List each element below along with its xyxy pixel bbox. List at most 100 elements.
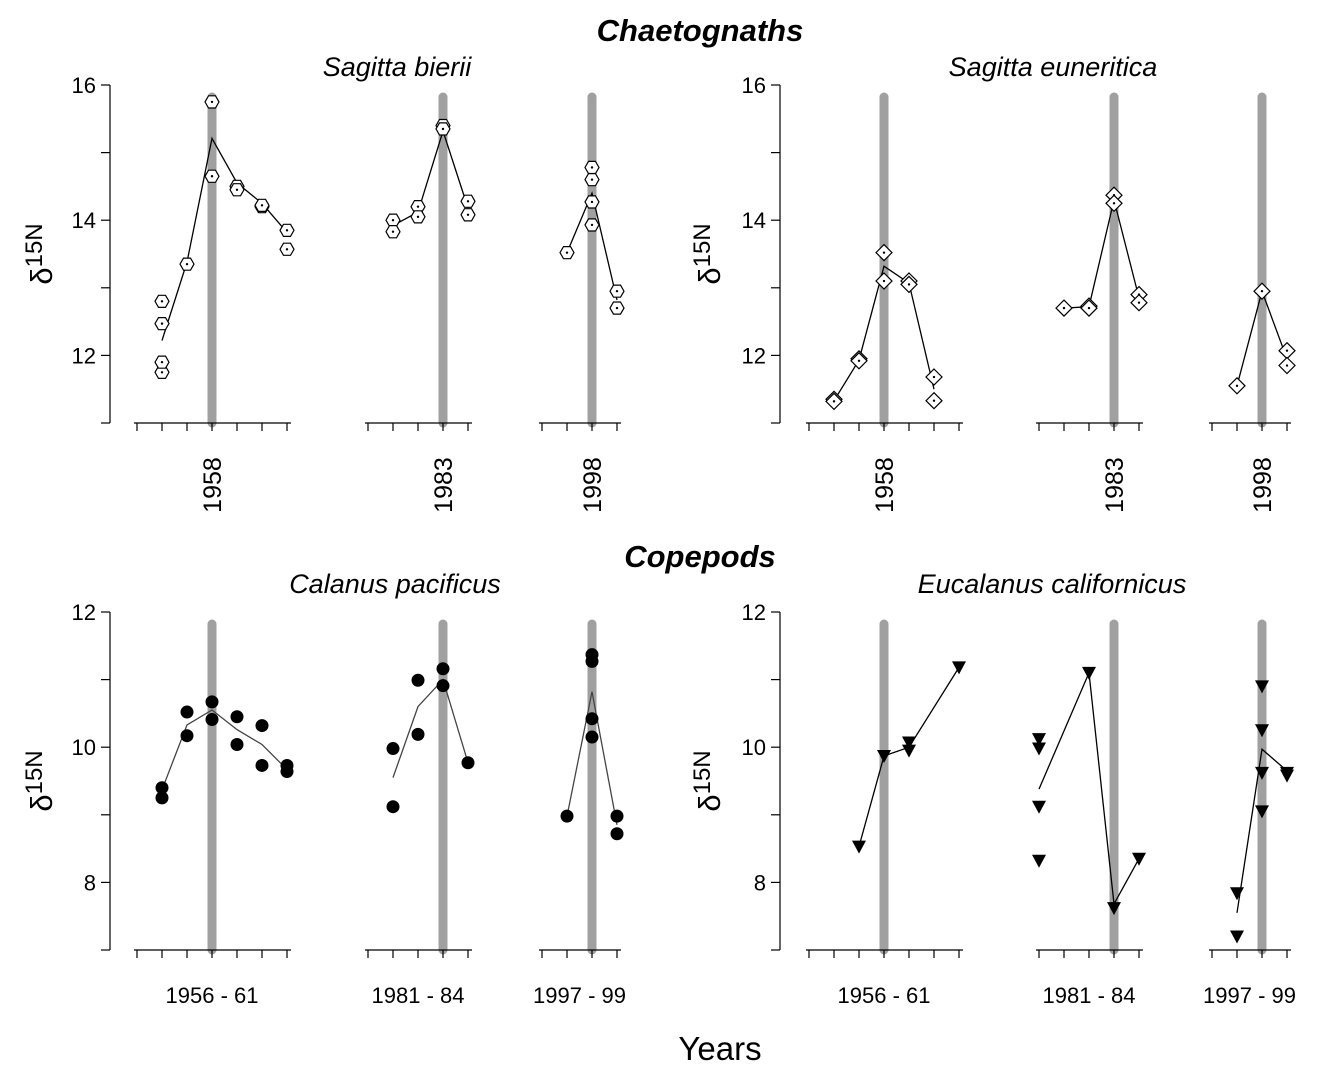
- data-point: [1107, 902, 1121, 916]
- data-point: [179, 257, 195, 271]
- y-axis-label: δ15N: [21, 750, 59, 811]
- y-axis-label: δ15N: [689, 223, 727, 284]
- data-point: [1230, 887, 1244, 901]
- segment-label: 1958: [199, 457, 227, 513]
- marker-shape: [585, 712, 599, 726]
- mean-line: [392, 128, 469, 227]
- data-point: [585, 712, 599, 726]
- marker-shape: [1280, 769, 1294, 783]
- group-title: Chaetognaths: [597, 13, 804, 48]
- data-point: [1280, 769, 1294, 783]
- data-point: [584, 160, 600, 175]
- data-point: [850, 351, 868, 370]
- y-label-symbol: δ: [24, 267, 59, 284]
- x-axis-label: Years: [678, 1030, 761, 1065]
- data-point: [584, 218, 600, 232]
- data-point: [411, 727, 425, 741]
- marker-shape: [610, 809, 624, 823]
- y-tick-label: 8: [84, 870, 96, 895]
- segment-label: 1981 - 84: [1043, 983, 1136, 1008]
- marker-dot: [615, 306, 619, 310]
- data-point: [1253, 282, 1271, 301]
- data-point: [825, 392, 843, 411]
- y-label-superscript: 15N: [21, 750, 48, 794]
- y-tick-label: 12: [72, 343, 96, 368]
- panel-title: Eucalanus californicus: [918, 569, 1187, 599]
- marker-shape: [255, 719, 269, 733]
- data-point: [255, 758, 269, 772]
- data-point: [1082, 666, 1096, 680]
- segment-label: 1981 - 84: [372, 983, 465, 1008]
- marker-dot: [882, 279, 886, 283]
- data-point: [560, 809, 574, 823]
- marker-dot: [391, 230, 395, 233]
- marker-shape: [205, 695, 219, 709]
- segment-label: 1997 - 99: [533, 983, 626, 1008]
- marker-dot: [160, 322, 164, 325]
- y-label-superscript: 15N: [689, 750, 716, 794]
- marker-dot: [285, 229, 289, 232]
- marker-dot: [260, 204, 264, 207]
- data-point: [1255, 805, 1269, 819]
- y-label-symbol: δ: [692, 267, 727, 284]
- marker-shape: [952, 661, 966, 675]
- marker-shape: [1255, 766, 1269, 780]
- data-point: [1230, 930, 1244, 944]
- marker-dot: [932, 399, 936, 402]
- marker-shape: [902, 744, 916, 758]
- data-point: [1055, 299, 1073, 317]
- marker-dot: [590, 178, 594, 181]
- data-point: [1080, 299, 1098, 317]
- marker-dot: [160, 360, 164, 364]
- marker-shape: [411, 727, 425, 741]
- y-tick-label: 8: [754, 870, 766, 895]
- segment-label: 1958: [871, 457, 899, 513]
- marker-dot: [1235, 384, 1239, 388]
- marker-shape: [155, 791, 169, 805]
- marker-dot: [590, 223, 594, 227]
- marker-dot: [832, 400, 836, 403]
- data-point: [852, 840, 866, 854]
- data-point: [154, 294, 170, 308]
- marker-dot: [1285, 349, 1289, 352]
- mean-line: [1236, 747, 1288, 913]
- data-point: [1032, 742, 1046, 756]
- y-tick-label: 12: [742, 600, 766, 625]
- data-point: [1032, 800, 1046, 814]
- data-point: [435, 122, 451, 136]
- data-point: [1255, 680, 1269, 694]
- marker-dot: [466, 213, 470, 216]
- y-tick-label: 14: [742, 208, 766, 233]
- y-tick-label: 16: [742, 73, 766, 98]
- data-point: [609, 284, 625, 298]
- data-point: [875, 243, 893, 262]
- y-tick-label: 16: [72, 73, 96, 98]
- data-point: [154, 317, 170, 331]
- mean-line: [858, 667, 960, 847]
- marker-shape: [386, 800, 400, 814]
- data-point: [609, 301, 625, 315]
- marker-shape: [1032, 800, 1046, 814]
- y-label-superscript: 15N: [689, 223, 716, 267]
- data-point: [1255, 724, 1269, 738]
- data-point: [230, 737, 244, 751]
- marker-dot: [1062, 306, 1066, 310]
- marker-dot: [1112, 202, 1116, 205]
- data-point: [925, 368, 943, 386]
- data-point: [230, 710, 244, 724]
- data-point: [436, 662, 450, 676]
- data-point: [180, 729, 194, 743]
- data-point: [1130, 293, 1148, 312]
- data-point: [460, 208, 476, 222]
- mean-line: [1063, 199, 1140, 309]
- data-point: [461, 756, 475, 770]
- y-label-symbol: δ: [24, 794, 59, 811]
- data-point: [180, 705, 194, 719]
- marker-dot: [615, 289, 619, 293]
- marker-dot: [391, 219, 395, 222]
- y-label-superscript: 15N: [21, 223, 48, 267]
- marker-shape: [436, 679, 450, 693]
- y-tick-label: 12: [72, 600, 96, 625]
- data-point: [1278, 356, 1296, 375]
- data-point: [1032, 854, 1046, 868]
